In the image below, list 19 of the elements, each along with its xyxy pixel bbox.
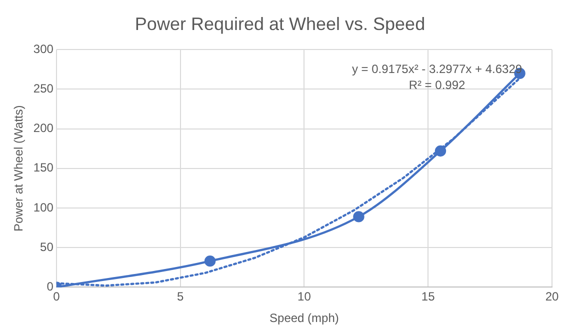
y-tick-label: 50	[40, 240, 54, 254]
chart-title: Power Required at Wheel vs. Speed	[134, 14, 426, 34]
annotation: y = 0.9175x² - 3.2977x + 4.6329	[352, 62, 522, 76]
point	[353, 211, 364, 222]
y-tick-label: 250	[33, 82, 54, 96]
point	[204, 255, 216, 267]
x-axis-title: Speed (mph)	[270, 311, 339, 326]
y-tick-label: 100	[33, 200, 54, 214]
annotation: R² = 0.992	[408, 78, 466, 92]
y-axis-title: Power at Wheel (Watts)	[12, 105, 26, 232]
point	[434, 145, 446, 157]
x-tick-label: 10	[298, 290, 312, 304]
y-tick-label: 150	[33, 160, 54, 175]
y-tick-label: 0	[46, 280, 54, 294]
y-tick-label: 300	[33, 42, 54, 56]
y-tick-label: 200	[33, 121, 54, 136]
x-tick-label: 20	[545, 290, 559, 304]
x-tick-label: 15	[421, 290, 436, 304]
x-tick-label: 5	[176, 290, 184, 304]
